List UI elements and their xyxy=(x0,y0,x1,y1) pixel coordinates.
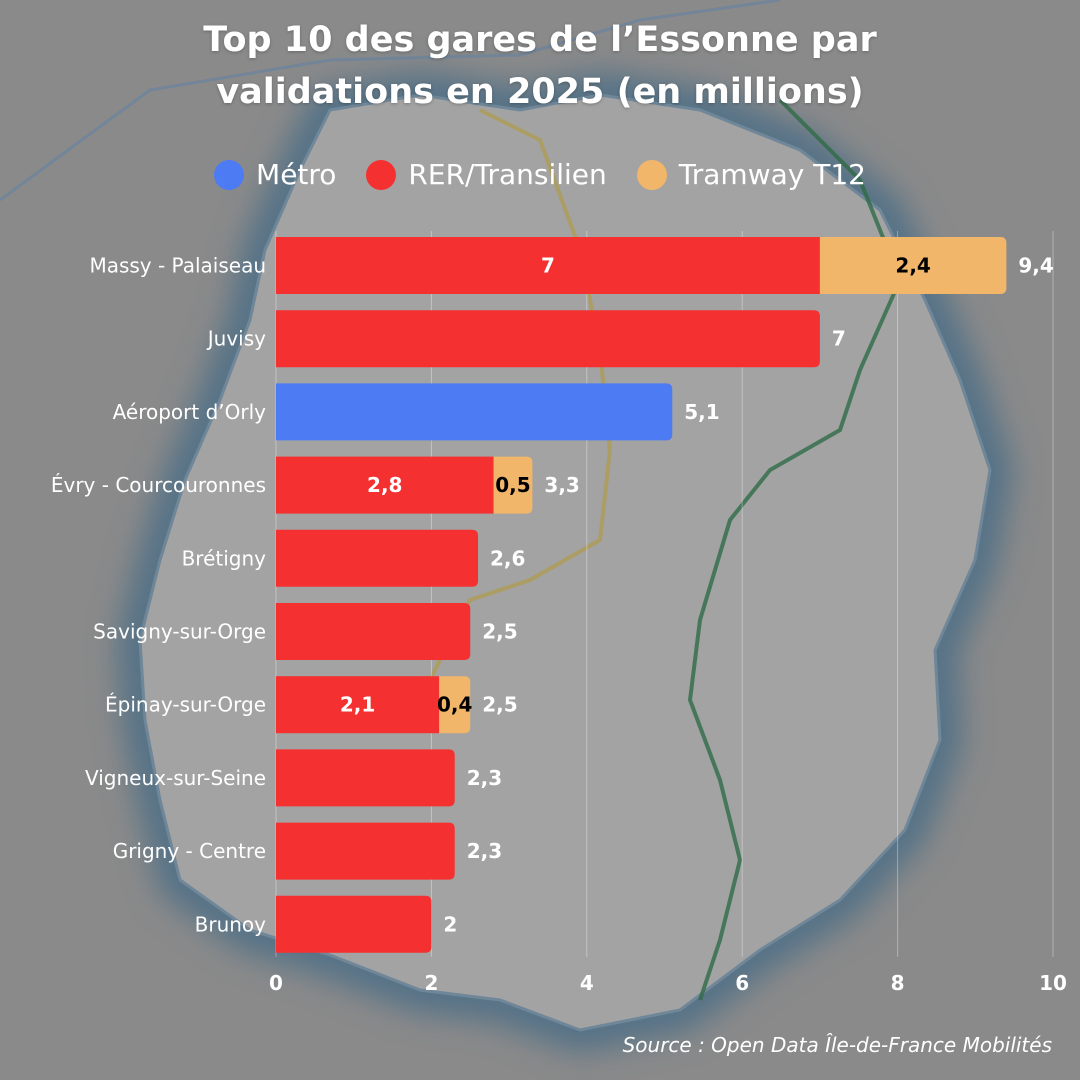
bar-segment-rer xyxy=(276,603,471,660)
legend-swatch-metro xyxy=(214,159,245,190)
category-label: Savigny-sur-Orge xyxy=(93,620,266,644)
legend-item-metro: Métro xyxy=(214,158,336,191)
total-label: 2,6 xyxy=(490,546,525,570)
segment-label: 2,8 xyxy=(367,473,402,497)
bar-segment-tram xyxy=(493,456,533,514)
category-label: Aéroport d’Orly xyxy=(113,400,267,424)
bar-segment-rer xyxy=(276,895,432,953)
source-note: Source : Open Data Île-de-France Mobilit… xyxy=(622,1033,1052,1057)
x-tick-label: 10 xyxy=(1039,971,1067,995)
bar-segment-rer xyxy=(276,310,820,368)
chart-title-line-1: Top 10 des gares de l’Essonne par xyxy=(203,20,877,60)
total-label: 3,3 xyxy=(544,473,579,497)
bar-segment-tram xyxy=(439,676,471,734)
total-label: 2,3 xyxy=(467,766,502,790)
x-tick-label: 8 xyxy=(891,971,905,995)
category-label: Évry - Courcouronnes xyxy=(51,473,266,497)
bar-segment-metro xyxy=(276,383,673,441)
bar-segment-tram xyxy=(819,237,1007,294)
category-label: Grigny - Centre xyxy=(113,839,266,863)
bar-segment-rer xyxy=(276,237,820,294)
metro-line-path xyxy=(0,0,781,202)
category-label: Vigneux-sur-Seine xyxy=(85,766,266,790)
bar-segment-rer xyxy=(276,749,455,807)
legend-item-rer: RER/Transilien xyxy=(366,158,607,191)
total-label: 2,5 xyxy=(482,693,517,717)
bar-segment-rer xyxy=(276,529,479,587)
category-label: Brunoy xyxy=(195,912,267,936)
legend-label-metro: Métro xyxy=(256,158,337,191)
total-label: 2,5 xyxy=(482,620,517,644)
bar-segment-rer xyxy=(276,676,440,734)
segment-label: 0,5 xyxy=(495,473,530,497)
segment-label: 7 xyxy=(541,254,555,278)
x-tick-label: 6 xyxy=(735,971,749,995)
total-label: 5,1 xyxy=(684,400,719,424)
category-label: Juvisy xyxy=(206,327,266,351)
legend-item-tram: Tramway T12 xyxy=(636,158,866,191)
total-label: 2 xyxy=(443,912,457,936)
x-tick-label: 2 xyxy=(424,971,438,995)
segment-label: 2,4 xyxy=(895,254,930,278)
x-tick-label: 0 xyxy=(269,971,283,995)
bar-segment-rer xyxy=(276,456,494,514)
chart-legend: Métro RER/Transilien Tramway T12 xyxy=(0,158,1080,191)
category-label: Épinay-sur-Orge xyxy=(105,693,266,717)
segment-label: 0,4 xyxy=(437,693,472,717)
rail-line-path xyxy=(418,108,613,701)
total-label: 2,3 xyxy=(467,839,502,863)
legend-label-tram: Tramway T12 xyxy=(678,158,866,191)
total-label: 9,4 xyxy=(1018,254,1053,278)
legend-swatch-tram xyxy=(636,159,667,190)
total-label: 7 xyxy=(832,327,846,351)
category-label: Brétigny xyxy=(182,546,267,570)
segment-label: 2,1 xyxy=(340,693,375,717)
chart-title: Top 10 des gares de l’Essonne par valida… xyxy=(40,14,1040,118)
chart-title-line-2: validations en 2025 (en millions) xyxy=(216,72,864,112)
legend-label-rer: RER/Transilien xyxy=(408,158,607,191)
category-label: Massy - Palaiseau xyxy=(89,254,266,278)
x-tick-label: 4 xyxy=(580,971,594,995)
bar-segment-rer xyxy=(276,822,455,880)
legend-swatch-rer xyxy=(366,159,397,190)
